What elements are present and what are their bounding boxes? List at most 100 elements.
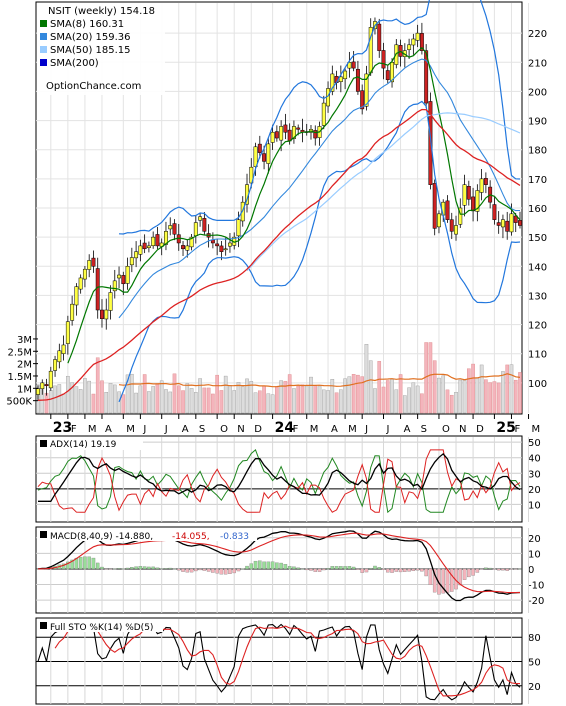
- sto-panel: 80 50 20 Full STO %K(14) %D(5): [35, 617, 541, 705]
- macd-histogram-bar: [138, 566, 143, 570]
- volume-bar: [437, 377, 441, 414]
- macd-label-bg: [37, 528, 257, 541]
- candle-body: [377, 23, 382, 51]
- volume-bar: [236, 382, 241, 414]
- macd-histogram-bar: [339, 566, 343, 570]
- candle-body: [82, 268, 87, 280]
- macd-histogram-bar: [236, 568, 241, 572]
- plus-di-line: [37, 449, 521, 514]
- volume-bar: [78, 389, 83, 414]
- volume-bar: [505, 364, 510, 414]
- macd-panel-frame: [35, 526, 523, 614]
- volume-bar: [407, 387, 411, 414]
- candle-body: [61, 344, 66, 354]
- macd-histogram-bar: [505, 568, 509, 571]
- candle-body: [479, 178, 484, 193]
- volume-bar: [91, 393, 96, 414]
- volume-bar: [360, 376, 364, 414]
- macd-label: MACD(8,40,9) -14.880,: [50, 532, 153, 542]
- indicator-tick-label: 10: [528, 500, 541, 511]
- macd-histogram-bar: [356, 568, 360, 570]
- indicator-tick-label: 20: [528, 534, 541, 545]
- volume-bar: [66, 375, 70, 414]
- macd-histogram-bar: [270, 561, 275, 570]
- candle-body: [279, 126, 284, 141]
- x-tick-label: D: [476, 424, 484, 435]
- candle-body: [146, 245, 151, 249]
- volume-bar: [390, 379, 394, 414]
- price-tick-label: 100: [528, 379, 547, 390]
- x-tick-label: A: [105, 424, 112, 435]
- macd-histogram-bar: [386, 568, 390, 573]
- candle-body: [142, 242, 147, 250]
- volume-bar: [70, 382, 74, 414]
- candle-body: [100, 309, 104, 319]
- macd-histogram-bar: [78, 556, 83, 570]
- macd-histogram-bar: [322, 568, 326, 571]
- volume-bar: [471, 363, 475, 414]
- volume-bar: [159, 380, 164, 414]
- macd-signal-value: -14.055,: [172, 532, 210, 542]
- candle-body: [202, 218, 207, 232]
- volume-bar: [185, 383, 190, 414]
- watermark: OptionChance.com: [46, 81, 141, 92]
- legend-label: SMA(8) 160.31: [50, 19, 124, 30]
- volume-bar: [223, 375, 228, 414]
- volume-bar: [189, 388, 194, 414]
- candle-body: [454, 225, 458, 235]
- candle-body: [483, 178, 488, 185]
- macd-histogram-bar: [121, 568, 126, 570]
- x-tick-label: S: [421, 424, 427, 435]
- volume-bar: [296, 385, 300, 414]
- macd-line: [37, 530, 521, 602]
- x-tick-label: F: [293, 424, 299, 435]
- volume-bar: [339, 389, 343, 414]
- macd-histogram-bar: [104, 568, 108, 570]
- candle-body: [509, 213, 514, 233]
- macd-histogram-bar: [403, 568, 407, 572]
- macd-histogram-bar: [292, 566, 296, 570]
- volume-bar: [61, 393, 66, 414]
- macd-histogram-bar: [130, 567, 134, 570]
- macd-histogram-bar: [95, 562, 100, 570]
- price-tick-label: 130: [528, 291, 547, 302]
- macd-histogram-bar: [253, 560, 258, 570]
- volume-bar: [432, 360, 437, 414]
- macd-histogram-bar: [275, 562, 279, 570]
- candle-body: [138, 245, 143, 255]
- macd-histogram-bar: [368, 568, 373, 570]
- candle-body: [296, 127, 301, 130]
- candle-body: [428, 101, 433, 185]
- macd-histogram-bar: [496, 568, 501, 571]
- macd-histogram-bar: [330, 566, 335, 570]
- volume-tick-label: 3M: [17, 335, 32, 346]
- macd-histogram-bar: [159, 568, 164, 570]
- candle-body: [95, 268, 100, 311]
- volume-bar: [458, 379, 463, 414]
- macd-histogram-bar: [432, 568, 437, 593]
- candle-body: [104, 309, 109, 320]
- volume-bar: [108, 383, 113, 414]
- price-tick-label: 110: [528, 350, 547, 361]
- volume-bar: [381, 386, 386, 414]
- stochastic-d-line: [54, 624, 520, 697]
- candle-body: [151, 236, 156, 246]
- macd-swatch: [40, 531, 47, 538]
- macd-histogram-bar: [219, 568, 224, 575]
- x-tick-label: F: [514, 424, 520, 435]
- macd-histogram-bar: [475, 568, 480, 573]
- macd-histogram-bar: [125, 567, 130, 570]
- price-tick-label: 150: [528, 233, 547, 244]
- volume-bar: [313, 385, 318, 414]
- macd-histogram-bar: [509, 568, 514, 570]
- macd-histogram-bar: [513, 568, 518, 570]
- candle-body: [198, 216, 203, 221]
- macd-histogram-bar: [287, 566, 292, 570]
- volume-bar: [125, 374, 130, 414]
- macd-histogram-bar: [108, 568, 113, 570]
- candle-body: [48, 370, 53, 389]
- minus-di-line: [37, 449, 521, 513]
- adx-label: ADX(14) 19.19: [50, 440, 117, 450]
- candle-body: [129, 257, 134, 266]
